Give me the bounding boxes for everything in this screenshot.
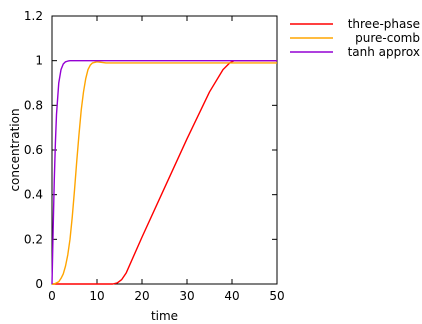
x-tick-label: 50 [269, 289, 284, 303]
y-axis-title: concentration [8, 108, 22, 191]
legend-label: tanh approx [348, 45, 420, 59]
x-tick-label: 30 [179, 289, 194, 303]
legend-label: pure-comb [355, 31, 420, 45]
y-tick-label: 0.4 [24, 188, 43, 202]
series-layer [51, 59, 277, 285]
plot-frame [51, 15, 278, 285]
series-line-three-phase [52, 59, 277, 285]
x-tick-label: 0 [48, 289, 56, 303]
x-tick-label: 10 [89, 289, 104, 303]
series-line-pure-comb [52, 61, 277, 285]
plot-area [51, 15, 278, 285]
series-line-tanh-approx [51, 59, 277, 285]
x-axis-title: time [151, 309, 178, 323]
y-tick-label: 1.2 [24, 9, 43, 23]
y-tick-label: 0.8 [24, 98, 43, 112]
y-tick-label: 0.6 [24, 143, 43, 157]
x-tick-label: 40 [224, 289, 239, 303]
x-axis-ticks: 0 10 20 30 40 50 [48, 16, 285, 303]
y-axis-ticks: 0 0.2 0.4 0.6 0.8 1 1.2 [24, 9, 277, 291]
y-tick-label: 1 [35, 54, 43, 68]
y-tick-label: 0 [35, 277, 43, 291]
y-tick-label: 0.2 [24, 232, 43, 246]
x-tick-label: 20 [134, 289, 149, 303]
legend-label: three-phase [348, 17, 420, 31]
